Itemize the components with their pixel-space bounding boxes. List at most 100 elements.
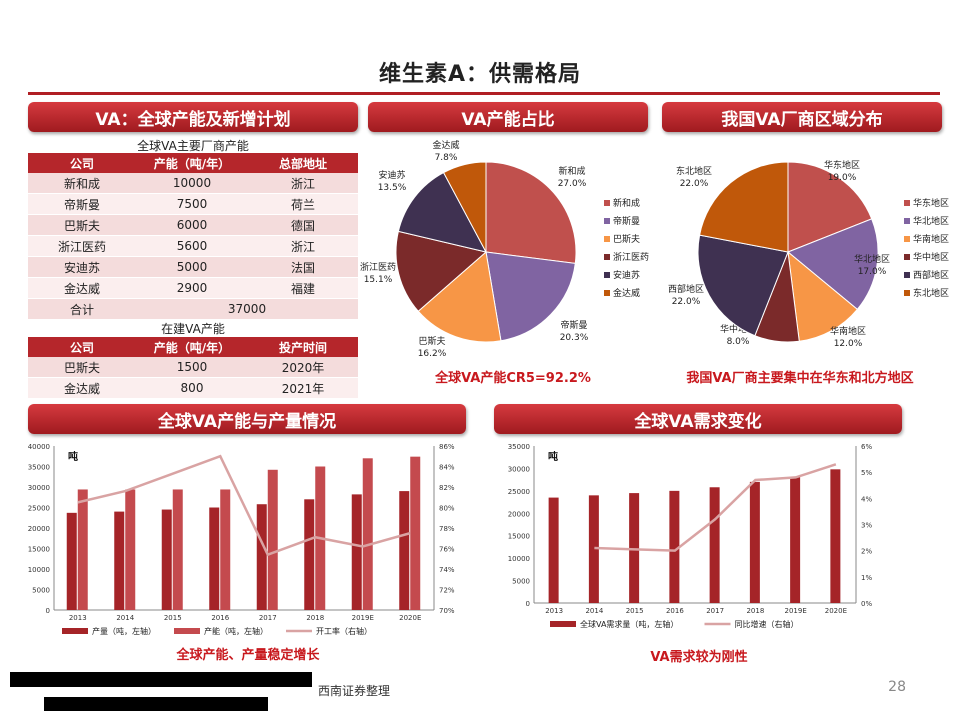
pie-slice-label: 帝斯曼 bbox=[560, 319, 587, 331]
table-row: 帝斯曼 7500 荷兰 bbox=[28, 193, 358, 215]
table-header: 产能（吨/年） bbox=[136, 337, 248, 357]
table-cell: 10000 bbox=[136, 173, 248, 194]
pie-slice-label: 巴斯夫 bbox=[418, 335, 445, 347]
legend-label: 新和成 bbox=[613, 197, 640, 209]
legend-swatch bbox=[604, 218, 610, 224]
pie-slice-value: 15.1% bbox=[364, 275, 393, 285]
legend-swatch bbox=[904, 272, 910, 278]
table-cell: 5600 bbox=[136, 235, 248, 257]
pie-slice bbox=[787, 161, 873, 253]
redaction-bar bbox=[44, 697, 268, 711]
bar bbox=[161, 509, 172, 610]
supply-chart-note: 全球产能、产量稳定增长 bbox=[176, 648, 320, 663]
pie-slice-value: 27.0% bbox=[558, 179, 587, 189]
y-tick-right: 5% bbox=[861, 469, 872, 477]
bar bbox=[267, 469, 278, 610]
y-tick-left: 15000 bbox=[508, 533, 530, 541]
y-tick-left: 25000 bbox=[508, 488, 530, 496]
new-capacity-table: 公司 产能（吨/年） 投产时间 巴斯夫 1500 2020年 金达威 800 2… bbox=[28, 337, 358, 399]
pie-slice bbox=[485, 161, 577, 264]
bar bbox=[749, 481, 760, 603]
legend-label: 安迪苏 bbox=[613, 269, 640, 281]
y-tick-left: 20000 bbox=[28, 525, 50, 533]
supply-combo-chart: 0 5000 10000 15000 20000 25000 30000 35000 40000… bbox=[28, 443, 455, 636]
y-tick-left: 15000 bbox=[28, 546, 50, 554]
y-tick-left: 5000 bbox=[512, 578, 530, 586]
x-tick-label: 2013 bbox=[69, 614, 87, 622]
y-tick-left: 0 bbox=[526, 600, 530, 608]
table-cell: 2900 bbox=[136, 277, 248, 299]
redaction-bar bbox=[10, 672, 312, 687]
table-cell: 巴斯夫 bbox=[28, 214, 136, 236]
x-tick-label: 2017 bbox=[706, 607, 724, 615]
pie-slice-value: 17.0% bbox=[858, 267, 887, 277]
table-cell: 2020年 bbox=[248, 357, 358, 378]
table-cell: 荷兰 bbox=[248, 193, 358, 215]
pie-slice bbox=[417, 251, 502, 343]
y-tick-left: 0 bbox=[46, 607, 50, 615]
bar bbox=[114, 511, 125, 610]
legend-swatch bbox=[604, 272, 610, 278]
bar bbox=[669, 490, 680, 603]
legend-label: 浙江医药 bbox=[613, 251, 649, 263]
legend-label: 西部地区 bbox=[913, 269, 949, 281]
line-series bbox=[77, 454, 411, 557]
x-tick-label: 2018 bbox=[306, 614, 324, 622]
pie-slice-value: 19.0% bbox=[828, 173, 857, 183]
pie-slice-value: 16.2% bbox=[418, 349, 447, 359]
page-number: 28 bbox=[888, 679, 906, 695]
x-tick-label: 2014 bbox=[116, 614, 134, 622]
bar bbox=[709, 487, 720, 603]
pie-slice bbox=[395, 230, 488, 312]
table-header: 公司 bbox=[28, 337, 136, 357]
table1-caption: 全球VA主要厂商产能 bbox=[137, 139, 249, 153]
pie-slice-value: 7.8% bbox=[435, 153, 458, 163]
table-row: 新和成 10000 浙江 bbox=[28, 173, 358, 194]
table-row: 浙江医药 5600 浙江 bbox=[28, 235, 358, 257]
pie2-note: 我国VA厂商主要集中在华东和北方地区 bbox=[686, 371, 914, 386]
x-tick-label: 2019E bbox=[352, 614, 374, 622]
y-tick-left: 35000 bbox=[28, 464, 50, 472]
table-cell: 法国 bbox=[248, 256, 358, 278]
y-tick-left: 10000 bbox=[28, 566, 50, 574]
bar bbox=[220, 489, 231, 610]
legend-label: 华北地区 bbox=[913, 215, 949, 227]
x-tick-label: 2020E bbox=[825, 607, 847, 615]
table-cell: 7500 bbox=[136, 193, 248, 215]
y-tick-left: 40000 bbox=[28, 443, 50, 451]
pie-slice bbox=[787, 218, 879, 311]
y-tick-right: 70% bbox=[439, 607, 455, 615]
total-label: 合计 bbox=[28, 298, 136, 320]
table-row: 安迪苏 5000 法国 bbox=[28, 256, 358, 278]
capacity-banner: VA：全球产能及新增计划 bbox=[28, 102, 358, 132]
legend-label: 帝斯曼 bbox=[613, 215, 640, 227]
bar bbox=[77, 489, 88, 610]
legend-label: 产量（吨，左轴） bbox=[92, 626, 156, 636]
table-cell: 德国 bbox=[248, 214, 358, 236]
pie-slice-value: 13.5% bbox=[378, 183, 407, 193]
table-cell: 浙江 bbox=[248, 173, 358, 194]
bar bbox=[410, 456, 421, 610]
legend-swatch bbox=[604, 236, 610, 242]
table-cell: 金达威 bbox=[28, 277, 136, 299]
legend-label: 华中地区 bbox=[913, 251, 949, 263]
y-tick-right: 86% bbox=[439, 443, 455, 451]
pie-slice bbox=[397, 171, 487, 253]
bar bbox=[362, 458, 373, 610]
legend-label: 全球VA需求量（吨，左轴） bbox=[580, 619, 678, 629]
y-tick-right: 74% bbox=[439, 566, 455, 574]
y-tick-left: 30000 bbox=[28, 484, 50, 492]
bar bbox=[209, 507, 220, 610]
x-tick-label: 2014 bbox=[585, 607, 603, 615]
legend-label: 东北地区 bbox=[913, 287, 949, 299]
x-tick-label: 2013 bbox=[545, 607, 563, 615]
page-title: 维生素A：供需格局 bbox=[378, 62, 582, 87]
legend-swatch bbox=[550, 621, 576, 627]
table-cell: 福建 bbox=[248, 277, 358, 299]
pie-slice-label: 华东地区 bbox=[824, 159, 860, 171]
table-cell: 6000 bbox=[136, 214, 248, 236]
legend-label: 华东地区 bbox=[913, 197, 949, 209]
legend-swatch bbox=[604, 200, 610, 206]
y-tick-left: 20000 bbox=[508, 510, 530, 518]
unit-label: 吨 bbox=[548, 450, 558, 463]
